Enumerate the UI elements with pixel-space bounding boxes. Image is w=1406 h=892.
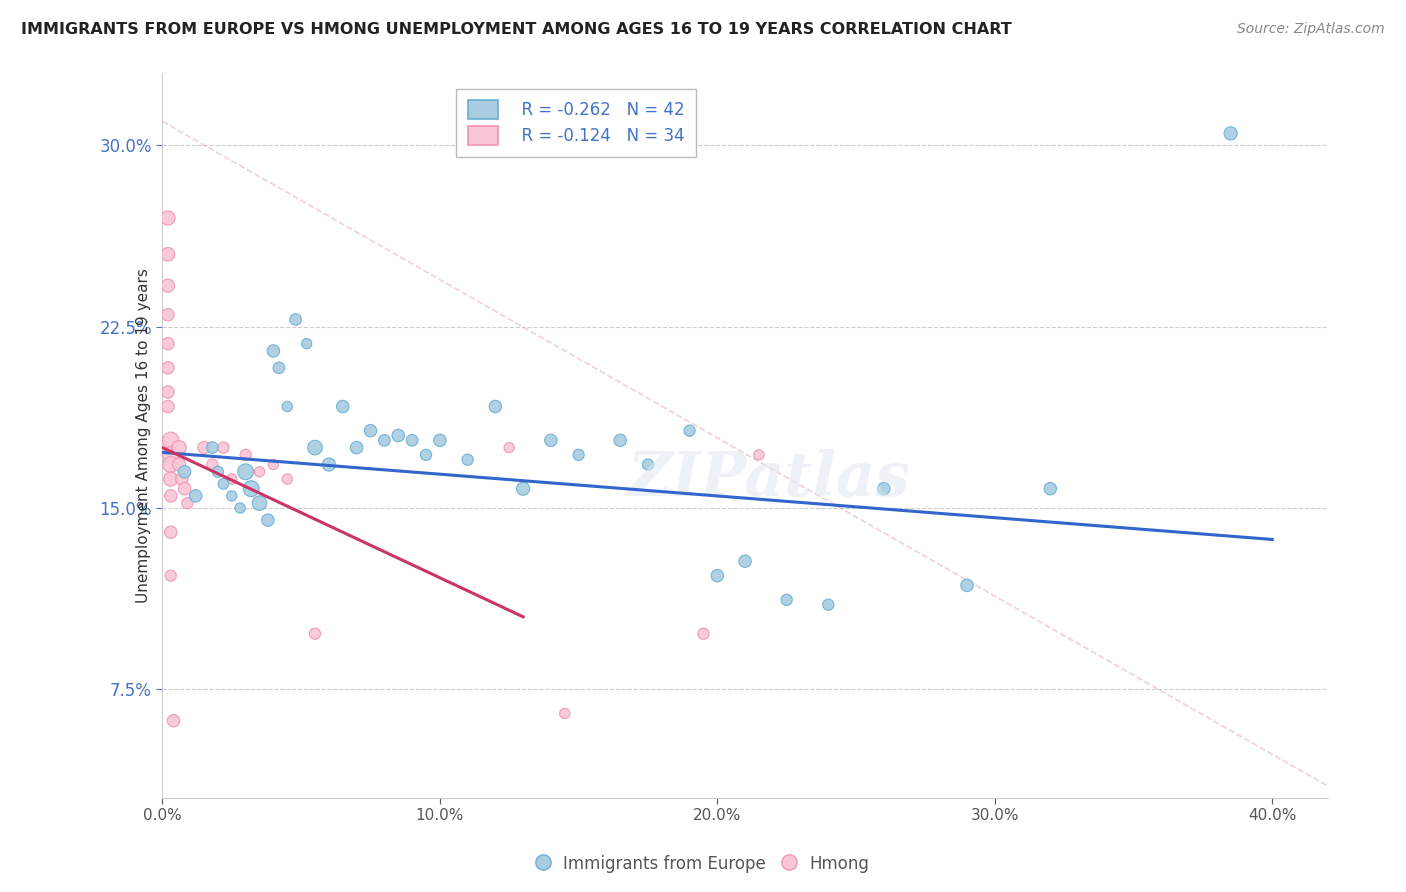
Point — [173, 482, 195, 496]
Point — [249, 496, 271, 510]
Point — [387, 428, 409, 442]
Point — [156, 211, 179, 225]
Point — [284, 312, 307, 326]
Point — [512, 482, 534, 496]
Point — [240, 482, 263, 496]
Point — [276, 472, 298, 486]
Legend:   R = -0.262   N = 42,   R = -0.124   N = 34: R = -0.262 N = 42, R = -0.124 N = 34 — [456, 88, 696, 157]
Point — [429, 434, 451, 448]
Point — [706, 568, 728, 582]
Point — [156, 247, 179, 261]
Point — [167, 441, 190, 455]
Point — [360, 424, 382, 438]
Point — [748, 448, 770, 462]
Point — [235, 465, 257, 479]
Point — [267, 360, 290, 375]
Point — [162, 714, 184, 728]
Point — [170, 472, 193, 486]
Point — [156, 360, 179, 375]
Point — [956, 578, 979, 592]
Point — [262, 458, 284, 472]
Point — [159, 448, 181, 462]
Point — [609, 434, 631, 448]
Point — [207, 465, 229, 479]
Point — [176, 496, 198, 510]
Point — [304, 441, 326, 455]
Point — [1039, 482, 1062, 496]
Point — [304, 626, 326, 640]
Point — [156, 400, 179, 414]
Point — [221, 472, 243, 486]
Point — [212, 476, 235, 491]
Point — [173, 465, 195, 479]
Point — [873, 482, 896, 496]
Text: Source: ZipAtlas.com: Source: ZipAtlas.com — [1237, 22, 1385, 37]
Legend: Immigrants from Europe, Hmong: Immigrants from Europe, Hmong — [530, 848, 876, 880]
Point — [156, 384, 179, 399]
Point — [159, 434, 181, 448]
Point — [373, 434, 395, 448]
Point — [401, 434, 423, 448]
Point — [262, 343, 284, 358]
Point — [692, 626, 714, 640]
Point — [484, 400, 506, 414]
Point — [159, 568, 181, 582]
Point — [568, 448, 591, 462]
Point — [249, 465, 271, 479]
Point — [256, 513, 278, 527]
Point — [159, 472, 181, 486]
Point — [156, 308, 179, 322]
Point — [554, 706, 576, 721]
Point — [415, 448, 437, 462]
Point — [457, 452, 479, 467]
Point — [184, 489, 207, 503]
Point — [229, 501, 252, 516]
Point — [332, 400, 354, 414]
Y-axis label: Unemployment Among Ages 16 to 19 years: Unemployment Among Ages 16 to 19 years — [136, 268, 152, 603]
Point — [235, 448, 257, 462]
Point — [637, 458, 659, 472]
Point — [159, 458, 181, 472]
Point — [346, 441, 368, 455]
Point — [540, 434, 562, 448]
Text: ZIPatlas: ZIPatlas — [627, 449, 910, 509]
Point — [817, 598, 839, 612]
Point — [159, 489, 181, 503]
Point — [193, 441, 215, 455]
Point — [295, 336, 318, 351]
Point — [276, 400, 298, 414]
Point — [159, 525, 181, 540]
Text: IMMIGRANTS FROM EUROPE VS HMONG UNEMPLOYMENT AMONG AGES 16 TO 19 YEARS CORRELATI: IMMIGRANTS FROM EUROPE VS HMONG UNEMPLOY… — [21, 22, 1012, 37]
Point — [1219, 127, 1241, 141]
Point — [734, 554, 756, 568]
Point — [201, 441, 224, 455]
Point — [201, 458, 224, 472]
Point — [156, 278, 179, 293]
Point — [156, 336, 179, 351]
Point — [221, 489, 243, 503]
Point — [318, 458, 340, 472]
Point — [212, 441, 235, 455]
Point — [167, 458, 190, 472]
Point — [678, 424, 700, 438]
Point — [776, 593, 799, 607]
Point — [498, 441, 520, 455]
